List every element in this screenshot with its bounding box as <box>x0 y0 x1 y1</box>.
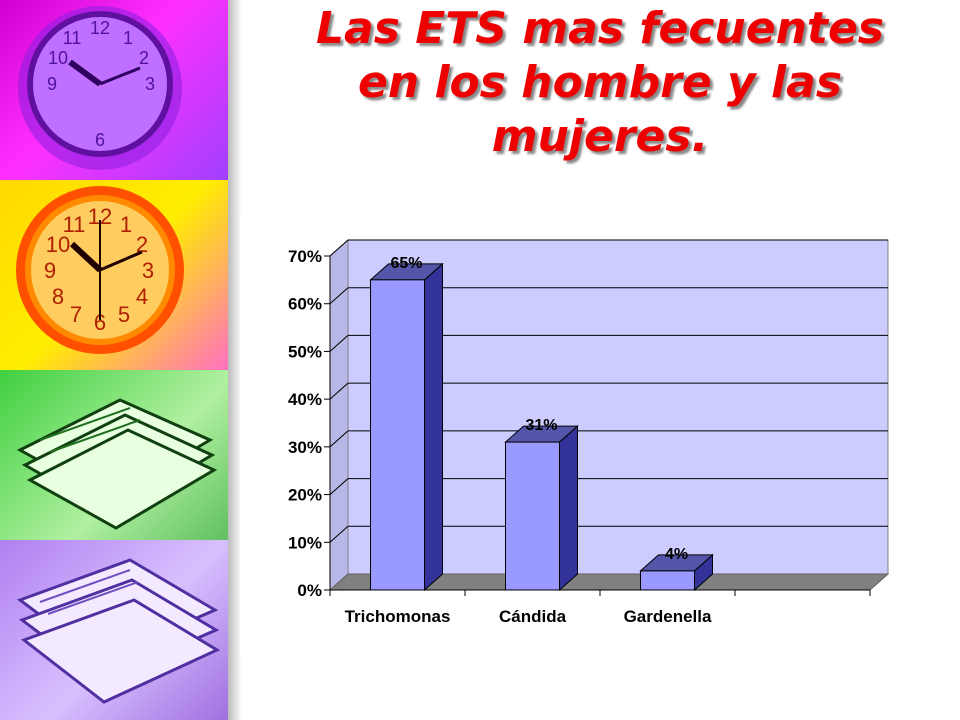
svg-text:1: 1 <box>120 212 132 237</box>
svg-text:3: 3 <box>145 74 155 94</box>
svg-text:2: 2 <box>136 232 148 257</box>
y-tick-label: 30% <box>288 438 322 457</box>
svg-text:10: 10 <box>46 232 70 257</box>
y-tick-label: 70% <box>288 247 322 266</box>
bar-value-label: 4% <box>665 546 688 563</box>
gridline <box>329 430 349 448</box>
title-line: Las ETS mas fecuentes <box>316 3 884 54</box>
y-tick-label: 60% <box>288 295 322 314</box>
category-label: Gardenella <box>624 607 712 626</box>
y-tick-label: 50% <box>288 342 322 361</box>
green-papers-image <box>0 370 228 540</box>
strip-shadow <box>228 0 242 720</box>
svg-text:4: 4 <box>136 284 148 309</box>
bar-side <box>424 262 443 592</box>
slide-title: Las ETS mas fecuentes en los hombre y la… <box>250 2 950 164</box>
bar-chart: 0% 10% 20% 30% 40% 50% 60% 70% 65% Trichomonas 31%… <box>288 238 890 626</box>
svg-text:6: 6 <box>94 310 106 335</box>
bar <box>640 570 695 591</box>
svg-text:9: 9 <box>44 258 56 283</box>
papers-icon <box>16 558 221 704</box>
svg-text:2: 2 <box>139 48 149 68</box>
svg-text:7: 7 <box>70 302 82 327</box>
bar-value-label: 31% <box>525 417 557 434</box>
svg-text:11: 11 <box>63 212 86 237</box>
y-tick-label: 0% <box>297 581 322 600</box>
gridline <box>329 382 349 400</box>
svg-text:6: 6 <box>95 130 105 150</box>
category-label: Trichomonas <box>345 607 451 626</box>
chart-area: 0% 10% 20% 30% 40% 50% 60% 70% 65% Trichomonas 31%… <box>240 216 910 658</box>
bar-side <box>559 424 578 592</box>
papers-icon <box>16 398 218 530</box>
gridline <box>329 239 349 257</box>
y-tick-label: 40% <box>288 390 322 409</box>
chart-side-wall <box>329 238 349 592</box>
lilac-papers-image <box>0 540 228 720</box>
category-label: Cándida <box>499 607 567 626</box>
title-line: en los hombre y las <box>357 57 843 108</box>
svg-text:1: 1 <box>123 28 133 48</box>
gridline <box>329 478 349 495</box>
bar-value-label: 65% <box>390 255 422 272</box>
svg-text:12: 12 <box>90 18 110 38</box>
svg-text:3: 3 <box>142 258 154 283</box>
title-line: mujeres. <box>491 111 709 162</box>
purple-clock-image: 12 3 6 9 1 2 11 10 <box>0 0 228 180</box>
bar <box>370 279 425 591</box>
bar <box>505 441 560 591</box>
gridline <box>329 525 349 543</box>
y-tick-label: 20% <box>288 486 322 505</box>
svg-text:10: 10 <box>48 48 68 68</box>
svg-text:8: 8 <box>52 284 64 309</box>
y-tick-label: 10% <box>288 533 322 552</box>
svg-text:5: 5 <box>118 302 130 327</box>
gridline <box>329 287 349 305</box>
svg-text:11: 11 <box>63 28 82 48</box>
gridline <box>329 335 349 352</box>
svg-text:9: 9 <box>47 74 57 94</box>
